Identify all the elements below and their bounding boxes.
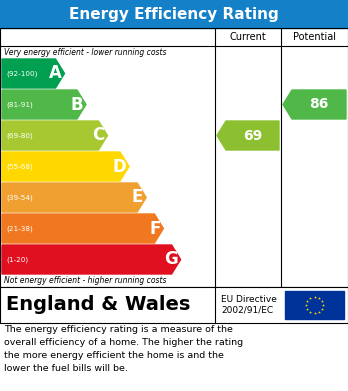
Text: Potential: Potential — [293, 32, 336, 42]
Text: England & Wales: England & Wales — [6, 296, 190, 314]
Text: 2002/91/EC: 2002/91/EC — [221, 305, 273, 314]
Text: (55-68): (55-68) — [6, 163, 33, 170]
Text: (21-38): (21-38) — [6, 225, 33, 232]
Polygon shape — [2, 245, 181, 274]
Text: (81-91): (81-91) — [6, 101, 33, 108]
Bar — [0, 287, 348, 323]
Text: Not energy efficient - higher running costs: Not energy efficient - higher running co… — [4, 276, 166, 285]
Text: (39-54): (39-54) — [6, 194, 33, 201]
Polygon shape — [217, 121, 279, 150]
Polygon shape — [2, 183, 146, 212]
Text: EU Directive: EU Directive — [221, 296, 277, 305]
Polygon shape — [283, 90, 346, 119]
Polygon shape — [2, 152, 129, 181]
Text: 86: 86 — [309, 97, 329, 111]
Text: The energy efficiency rating is a measure of the
overall efficiency of a home. T: The energy efficiency rating is a measur… — [4, 325, 243, 373]
Text: Very energy efficient - lower running costs: Very energy efficient - lower running co… — [4, 48, 166, 57]
Text: C: C — [92, 127, 104, 145]
Text: D: D — [112, 158, 126, 176]
Bar — [285, 291, 344, 319]
Text: (1-20): (1-20) — [6, 256, 28, 263]
Text: Current: Current — [230, 32, 266, 42]
Text: (69-80): (69-80) — [6, 132, 33, 139]
Text: (92-100): (92-100) — [6, 70, 37, 77]
Polygon shape — [2, 59, 64, 88]
Text: E: E — [132, 188, 143, 206]
Text: 69: 69 — [243, 129, 262, 142]
Polygon shape — [2, 121, 108, 150]
Text: F: F — [149, 219, 160, 237]
Polygon shape — [2, 90, 86, 119]
Text: B: B — [70, 95, 83, 113]
Polygon shape — [2, 214, 164, 243]
Bar — [0, 0, 348, 28]
Text: Energy Efficiency Rating: Energy Efficiency Rating — [69, 7, 279, 22]
Text: A: A — [49, 65, 62, 83]
Text: G: G — [164, 251, 177, 269]
Bar — [0, 28, 348, 287]
